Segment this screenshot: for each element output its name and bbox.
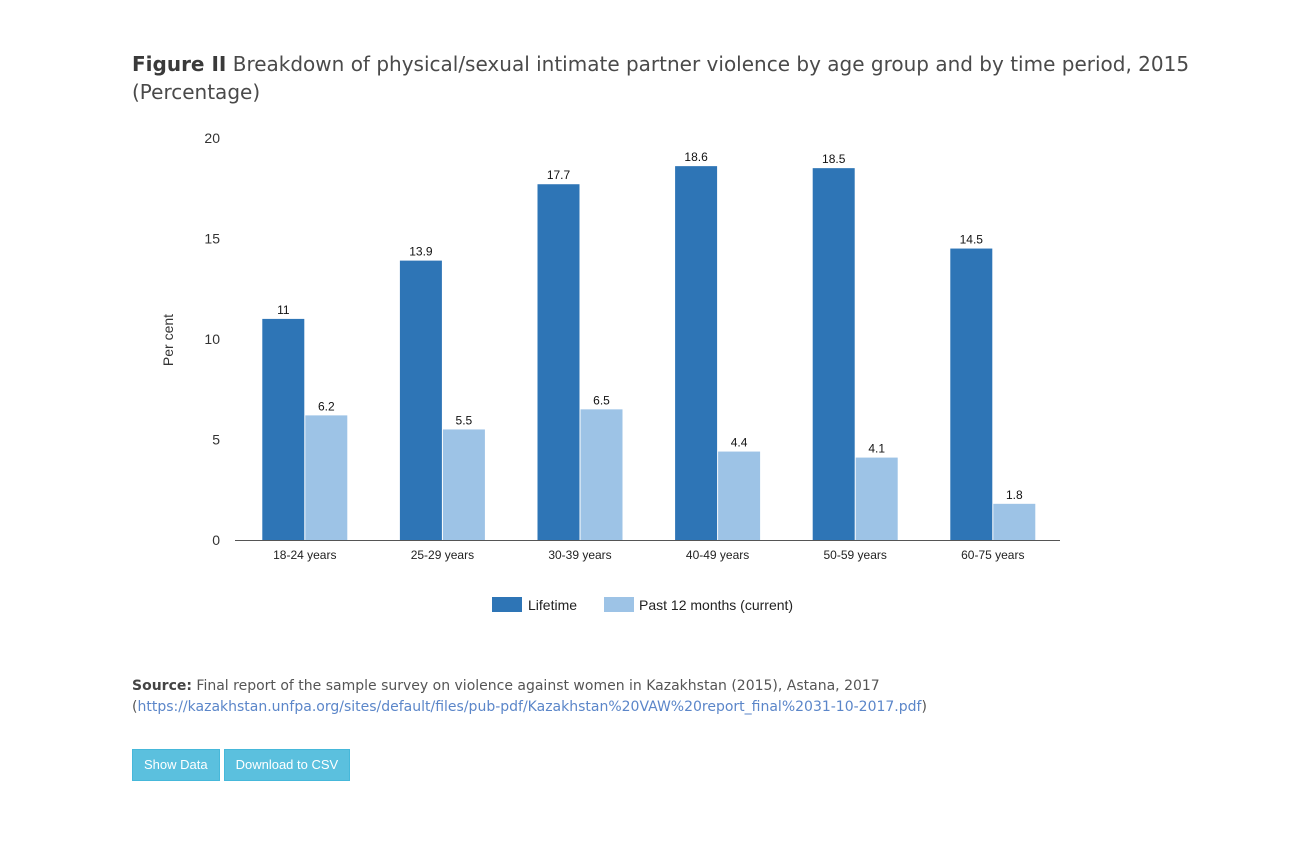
- data-label: 4.1: [868, 442, 885, 456]
- source-text: Final report of the sample survey on vio…: [196, 678, 880, 694]
- source-link[interactable]: https://kazakhstan.unfpa.org/sites/defau…: [137, 699, 922, 715]
- legend-swatch: [492, 597, 522, 612]
- bar-lifetime: [537, 184, 580, 541]
- data-label: 1.8: [1006, 488, 1023, 502]
- x-tick-label: 25-29 years: [411, 548, 474, 562]
- bar-lifetime: [675, 166, 718, 540]
- legend-label: Past 12 months (current): [639, 597, 793, 613]
- y-tick-label: 20: [204, 130, 220, 146]
- figure-label: Figure II: [132, 52, 227, 76]
- x-tick-label: 40-49 years: [686, 548, 749, 562]
- legend-swatch: [604, 597, 634, 612]
- data-label: 6.5: [593, 393, 610, 407]
- source-note: Source: Final report of the sample surve…: [132, 676, 1232, 718]
- bar-lifetime: [812, 168, 855, 540]
- data-label: 14.5: [960, 233, 984, 247]
- data-label: 18.6: [684, 150, 708, 164]
- data-label: 4.4: [731, 436, 748, 450]
- data-label: 11: [277, 303, 290, 317]
- source-paren-close: ): [921, 699, 927, 715]
- data-label: 18.5: [822, 152, 846, 166]
- show-data-button[interactable]: Show Data: [132, 749, 220, 781]
- bar-past-12-months: [855, 457, 898, 540]
- x-tick-label: 18-24 years: [273, 548, 336, 562]
- y-axis-label: Per cent: [160, 314, 176, 366]
- source-label: Source:: [132, 678, 192, 694]
- x-tick-label: 30-39 years: [548, 548, 611, 562]
- bar-past-12-months: [305, 415, 348, 540]
- bar-past-12-months: [442, 429, 485, 540]
- bar-past-12-months: [993, 503, 1036, 540]
- bar-lifetime: [262, 318, 305, 540]
- bar-past-12-months: [718, 451, 761, 540]
- source-paren-open: (: [132, 699, 138, 715]
- y-tick-label: 15: [204, 231, 220, 247]
- data-label: 13.9: [409, 245, 433, 259]
- chart-actions: Show Data Download to CSV: [132, 749, 351, 781]
- figure-title-text: Breakdown of physical/sexual intimate pa…: [132, 52, 1190, 104]
- chart-title: Figure II Breakdown of physical/sexual i…: [132, 50, 1192, 106]
- x-tick-label: 60-75 years: [961, 548, 1024, 562]
- download-csv-button[interactable]: Download to CSV: [223, 749, 351, 781]
- bar-past-12-months: [580, 409, 623, 540]
- bar-lifetime: [950, 248, 993, 541]
- data-label: 6.2: [318, 399, 335, 413]
- bar-lifetime: [399, 260, 442, 540]
- y-tick-label: 10: [204, 331, 220, 347]
- data-label: 17.7: [547, 168, 571, 182]
- data-label: 5.5: [456, 413, 473, 427]
- x-tick-label: 50-59 years: [824, 548, 887, 562]
- legend-label: Lifetime: [528, 597, 577, 613]
- y-tick-label: 5: [212, 432, 220, 448]
- y-tick-label: 0: [212, 532, 220, 548]
